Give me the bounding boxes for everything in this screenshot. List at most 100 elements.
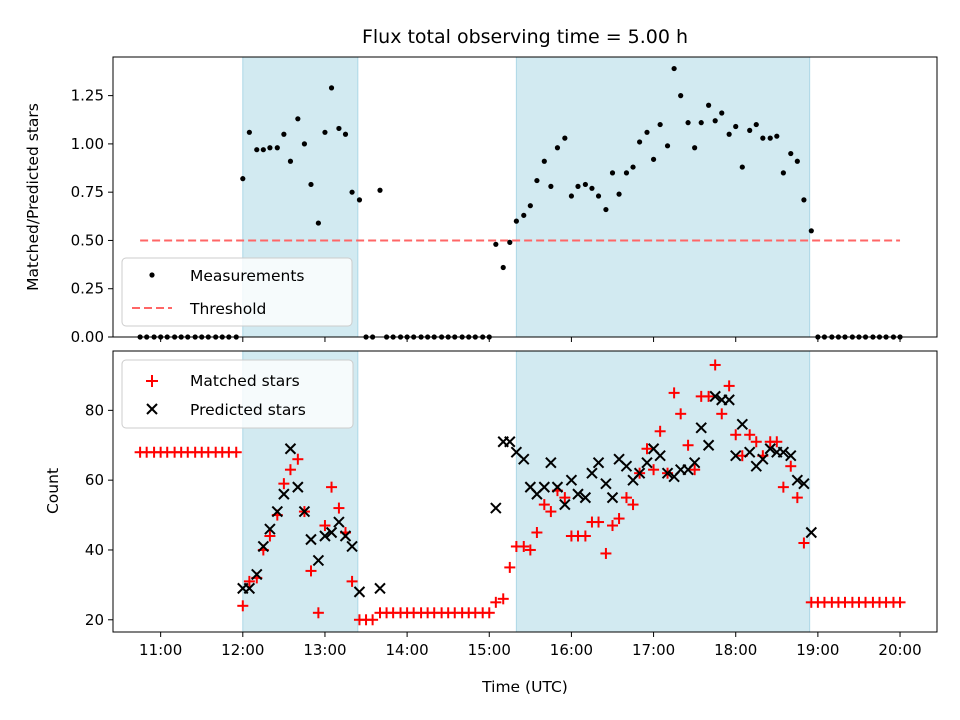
matched-star-point xyxy=(613,513,625,525)
matched-star-point xyxy=(504,561,516,573)
measurement-point xyxy=(548,183,554,189)
matched-star-point xyxy=(264,530,276,542)
top-y-tick-label: 0.50 xyxy=(71,231,104,249)
bottom-x-tick-label: 11:00 xyxy=(139,641,182,659)
measurement-point xyxy=(295,116,301,122)
measurement-point xyxy=(287,158,294,164)
measurement-point xyxy=(356,197,363,203)
matched-star-point xyxy=(319,520,331,532)
measurement-point xyxy=(589,185,595,191)
measurement-point xyxy=(554,145,561,151)
measurement-point xyxy=(267,145,273,151)
bottom-legend: Matched stars Predicted stars xyxy=(121,359,354,429)
matched-star-point xyxy=(620,492,632,504)
bottom-y-tick-label: 80 xyxy=(85,401,104,419)
top-y-ticks: 0.00 0.25 0.50 0.75 1.00 1.25 xyxy=(71,87,113,346)
x-axis-label: Time (UTC) xyxy=(481,678,568,696)
predicted-star-point xyxy=(702,439,715,451)
bottom-y-tick-label: 40 xyxy=(85,541,104,559)
matched-star-point xyxy=(682,439,694,451)
predicted-star-point xyxy=(346,540,358,553)
measurement-point xyxy=(788,150,794,157)
bottom-x-ticks: 11:00 12:00 13:00 14:00 15:00 16:00 17:00 18:00… xyxy=(139,632,922,659)
bottom-y-tick-label: 60 xyxy=(85,471,104,489)
measurement-point xyxy=(637,139,643,145)
bottom-legend-box xyxy=(121,359,354,429)
measurement-point xyxy=(733,123,739,130)
bottom-legend-matched-label: Matched stars xyxy=(190,372,300,390)
measurement-point xyxy=(254,147,260,153)
matched-star-point xyxy=(703,390,715,402)
matched-star-point xyxy=(716,408,728,420)
top-plot-frame xyxy=(112,56,938,338)
measurement-point xyxy=(377,187,383,193)
predicted-star-point xyxy=(654,450,666,462)
bottom-x-tick-label: 13:00 xyxy=(303,641,346,659)
measurement-point xyxy=(664,143,671,149)
measurement-point xyxy=(336,125,342,132)
predicted-star-point xyxy=(757,453,769,465)
measurement-point xyxy=(349,189,355,195)
predicted-star-point xyxy=(504,436,516,448)
measurement-point xyxy=(595,193,602,199)
predicted-star-point xyxy=(538,481,551,493)
matched-star-point xyxy=(559,492,571,504)
predicted-star-point xyxy=(798,477,810,490)
predicted-star-point xyxy=(579,491,592,504)
measurement-point xyxy=(747,127,753,133)
matched-star-point xyxy=(668,387,680,399)
predicted-star-point xyxy=(325,526,338,539)
matched-star-point xyxy=(648,464,660,476)
bottom-x-tick-label: 19:00 xyxy=(796,641,839,659)
top-legend-measurements-marker xyxy=(149,272,155,278)
predicted-star-point xyxy=(284,443,297,455)
predicted-star-point xyxy=(545,456,557,469)
matched-star-point xyxy=(600,547,612,559)
measurement-point xyxy=(500,264,506,271)
matched-star-point xyxy=(730,429,742,441)
predicted-star-point xyxy=(791,474,804,486)
measurement-point xyxy=(527,203,533,209)
matched-star-point xyxy=(791,492,803,504)
predicted-star-point xyxy=(606,491,619,504)
predicted-star-point xyxy=(695,422,707,434)
predicted-star-point xyxy=(565,474,578,486)
matched-star-point xyxy=(894,596,906,608)
predicted-star-point xyxy=(736,418,749,431)
top-y-tick-label: 0.00 xyxy=(71,328,104,346)
bottom-x-tick-label: 18:00 xyxy=(714,641,757,659)
matched-star-point xyxy=(518,540,530,552)
measurement-point xyxy=(650,156,657,162)
top-legend: Measurements Threshold xyxy=(121,257,353,327)
bottom-shaded-spans xyxy=(242,350,811,633)
predicted-star-point xyxy=(586,467,598,479)
predicted-star-point xyxy=(251,568,263,581)
matched-star-point xyxy=(483,607,495,619)
matched-star-point xyxy=(490,596,502,608)
matched-star-point xyxy=(675,408,687,420)
measurement-point xyxy=(240,176,246,182)
predicted-star-point xyxy=(709,390,721,403)
predicted-star-point xyxy=(592,456,605,469)
measurement-point xyxy=(301,141,308,147)
measurement-point xyxy=(308,181,314,188)
top-y-tick-label: 0.25 xyxy=(71,280,104,298)
measurement-point xyxy=(698,120,704,126)
predicted-star-point xyxy=(805,526,818,539)
predicted-star-point xyxy=(298,505,311,518)
matched-star-point xyxy=(744,429,756,441)
measurement-point xyxy=(260,147,266,153)
bottom-x-tick-label: 15:00 xyxy=(468,641,511,659)
predicted-star-point xyxy=(518,453,530,465)
measurement-point xyxy=(513,218,519,224)
matched-star-point xyxy=(545,506,557,518)
matched-star-point xyxy=(689,464,701,476)
matched-star-point xyxy=(326,481,338,493)
top-shaded-span-1 xyxy=(515,56,811,338)
predicted-star-point xyxy=(641,456,653,469)
matched-star-point xyxy=(346,575,358,587)
predicted-star-point xyxy=(490,502,502,514)
measurement-point xyxy=(630,164,636,170)
measurement-point xyxy=(603,206,609,213)
predicted-star-point xyxy=(633,467,646,479)
